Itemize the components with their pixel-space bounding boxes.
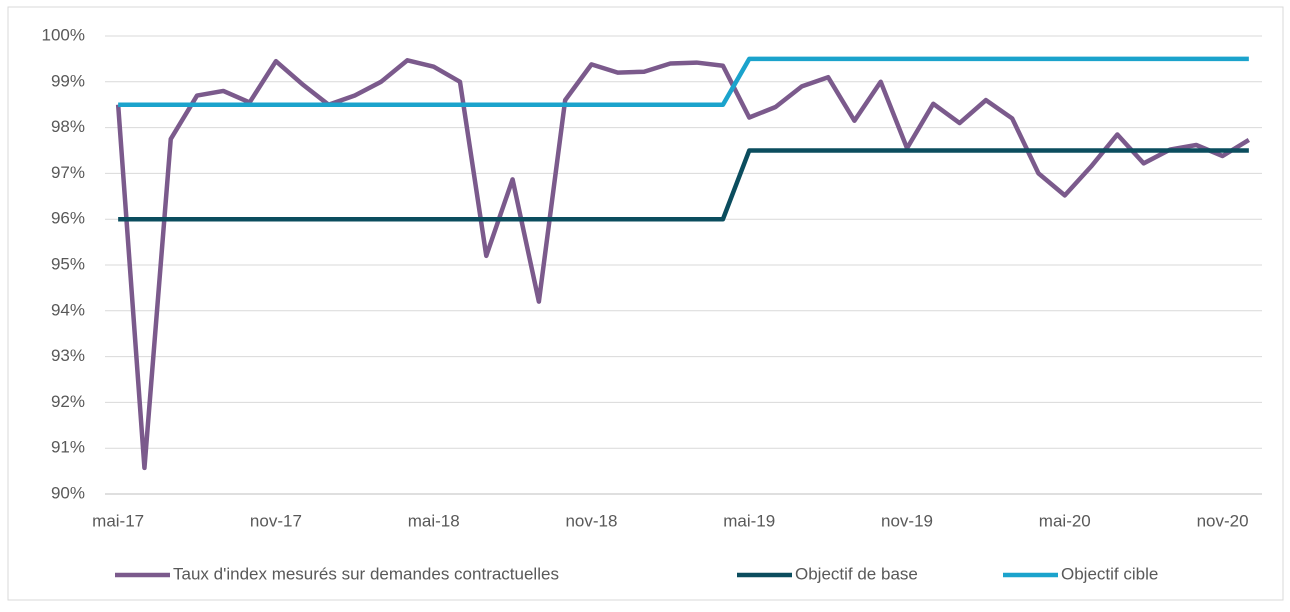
y-tick-label: 90%	[51, 483, 85, 502]
y-tick-label: 99%	[51, 71, 85, 90]
x-tick-label: mai-19	[723, 511, 775, 530]
y-tick-label: 97%	[51, 163, 85, 182]
line-series	[115, 58, 1251, 471]
legend-label: Objectif cible	[1061, 564, 1158, 583]
legend-label: Taux d'index mesurés sur demandes contra…	[173, 564, 559, 583]
y-tick-label: 94%	[51, 300, 85, 319]
legend-label: Objectif de base	[795, 564, 918, 583]
x-tick-label: mai-17	[92, 511, 144, 530]
y-tick-label: 95%	[51, 254, 85, 273]
x-tick-label: mai-18	[408, 511, 460, 530]
x-tick-label: mai-20	[1039, 511, 1091, 530]
line-series	[118, 148, 1249, 222]
x-tick-label: nov-17	[250, 511, 302, 530]
x-tick-label: nov-19	[881, 511, 933, 530]
y-tick-label: 91%	[51, 438, 85, 457]
y-tick-label: 92%	[51, 392, 85, 411]
y-tick-label: 100%	[42, 25, 85, 44]
y-tick-label: 98%	[51, 117, 85, 136]
y-tick-label: 96%	[51, 209, 85, 228]
x-tick-label: nov-20	[1197, 511, 1249, 530]
y-tick-label: 93%	[51, 346, 85, 365]
x-tick-label: nov-18	[565, 511, 617, 530]
line-series	[118, 56, 1249, 107]
